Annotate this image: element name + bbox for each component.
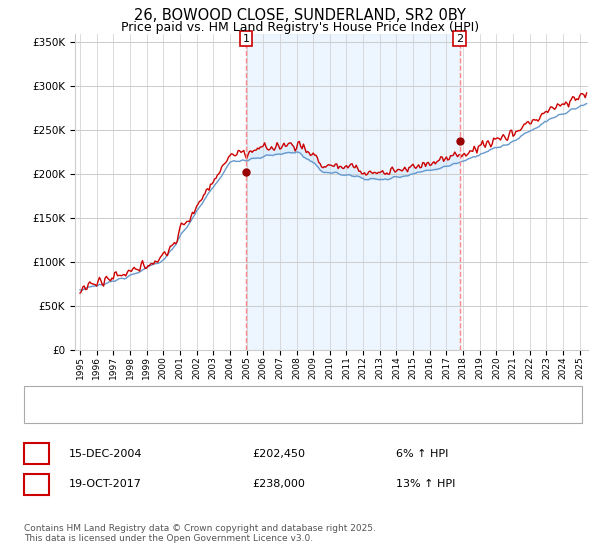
Text: 13% ↑ HPI: 13% ↑ HPI [396,479,455,489]
Text: 19-OCT-2017: 19-OCT-2017 [69,479,142,489]
Text: £238,000: £238,000 [252,479,305,489]
Text: Contains HM Land Registry data © Crown copyright and database right 2025.
This d: Contains HM Land Registry data © Crown c… [24,524,376,543]
Bar [246,34,460,350]
Text: 2: 2 [33,479,40,489]
Text: Price paid vs. HM Land Registry's House Price Index (HPI): Price paid vs. HM Land Registry's House … [121,21,479,34]
Text: 2: 2 [456,34,463,44]
Text: 1: 1 [33,449,40,459]
Text: HPI: Average price, detached house, Sunderland: HPI: Average price, detached house, Sund… [69,408,322,418]
Text: 1: 1 [242,34,250,44]
Text: 26, BOWOOD CLOSE, SUNDERLAND, SR2 0BY (detached house): 26, BOWOOD CLOSE, SUNDERLAND, SR2 0BY (d… [69,391,400,402]
Text: 15-DEC-2004: 15-DEC-2004 [69,449,143,459]
Text: £202,450: £202,450 [252,449,305,459]
Text: 26, BOWOOD CLOSE, SUNDERLAND, SR2 0BY: 26, BOWOOD CLOSE, SUNDERLAND, SR2 0BY [134,8,466,24]
Text: 6% ↑ HPI: 6% ↑ HPI [396,449,448,459]
